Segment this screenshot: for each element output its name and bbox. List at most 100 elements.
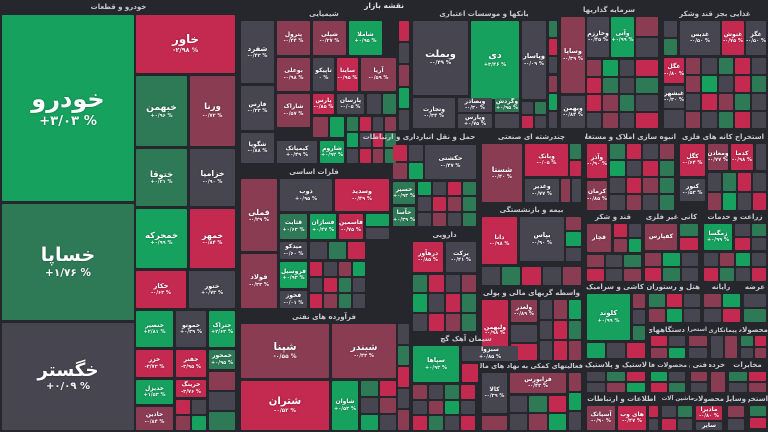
- stock-tile[interactable]: [643, 144, 658, 159]
- stock-tile[interactable]: [542, 267, 561, 285]
- stock-tile[interactable]: [587, 77, 602, 93]
- stock-tile-ختراک[interactable]: ختراک +۲/۶۳ %: [209, 311, 235, 347]
- stock-tile[interactable]: [633, 326, 645, 340]
- stock-tile[interactable]: [603, 112, 618, 128]
- stock-tile[interactable]: [549, 93, 557, 110]
- stock-tile[interactable]: [587, 60, 602, 76]
- stock-tile[interactable]: [708, 173, 721, 191]
- stock-tile-تاپیکو[interactable]: تاپیکو ۰ %: [313, 58, 334, 91]
- stock-tile[interactable]: [643, 161, 658, 176]
- stock-tile[interactable]: [643, 178, 658, 193]
- stock-tile-ولغدر[interactable]: ولغدر -۰/۸۹ %: [511, 300, 537, 322]
- stock-tile-وغدیر[interactable]: وغدیر -۰/۷۷ %: [525, 179, 559, 202]
- stock-tile-وبانک[interactable]: وبانک -۰/۰۵ %: [525, 144, 568, 176]
- stock-tile[interactable]: [587, 269, 604, 281]
- stock-tile[interactable]: [549, 39, 557, 56]
- stock-tile[interactable]: [619, 77, 634, 93]
- stock-tile[interactable]: [338, 294, 351, 308]
- stock-tile[interactable]: [445, 400, 459, 415]
- stock-tile[interactable]: [348, 242, 365, 259]
- stock-tile[interactable]: [678, 419, 692, 430]
- stock-tile[interactable]: [310, 278, 323, 292]
- stock-tile[interactable]: [413, 400, 427, 415]
- stock-tile[interactable]: [554, 300, 567, 319]
- stock-tile[interactable]: [554, 320, 567, 340]
- stock-tile-خبهمن[interactable]: خبهمن +۰/۹۶ %: [136, 76, 187, 146]
- stock-tile[interactable]: [540, 341, 553, 360]
- stock-tile[interactable]: [720, 253, 734, 266]
- stock-tile[interactable]: [664, 110, 684, 128]
- stock-tile[interactable]: [372, 149, 384, 163]
- stock-tile[interactable]: [681, 268, 698, 281]
- stock-tile[interactable]: [399, 109, 409, 130]
- stock-tile[interactable]: [662, 419, 676, 430]
- stock-tile-وبهمن[interactable]: وبهمن -۰/۸۴ %: [561, 96, 585, 128]
- stock-tile[interactable]: [603, 95, 618, 111]
- stock-tile[interactable]: [627, 343, 645, 358]
- stock-tile-شستا[interactable]: شستا -۰/۴۰ %: [482, 144, 522, 202]
- stock-tile[interactable]: [627, 372, 645, 381]
- stock-tile[interactable]: [708, 192, 721, 210]
- stock-tile[interactable]: [633, 294, 645, 308]
- stock-tile-خودرو[interactable]: خودرو +۳/۰۳ %: [2, 15, 134, 201]
- stock-tile[interactable]: [738, 192, 751, 210]
- stock-tile[interactable]: [651, 383, 667, 392]
- stock-tile[interactable]: [429, 416, 443, 430]
- stock-tile[interactable]: [659, 178, 674, 193]
- stock-tile[interactable]: [361, 381, 378, 396]
- stock-tile-شاوان[interactable]: شاوان +۰/۵۳ %: [332, 381, 358, 430]
- stock-tile[interactable]: [409, 145, 423, 161]
- stock-tile[interactable]: [664, 21, 677, 37]
- stock-tile[interactable]: [359, 117, 371, 131]
- stock-tile[interactable]: [607, 383, 625, 392]
- stock-tile-ذوب[interactable]: ذوب +۰/۹۵ %: [280, 179, 332, 211]
- stock-tile-دانا[interactable]: دانا -۰/۹۸ %: [482, 217, 517, 264]
- stock-tile[interactable]: [338, 278, 351, 292]
- stock-tile[interactable]: [659, 161, 674, 176]
- stock-tile[interactable]: [209, 392, 235, 410]
- stock-tile[interactable]: [741, 336, 753, 346]
- stock-tile[interactable]: [522, 102, 533, 114]
- stock-tile[interactable]: [681, 253, 698, 266]
- stock-tile-ورنا[interactable]: ورنا -۰/۷۲ %: [190, 76, 235, 146]
- stock-tile[interactable]: [398, 345, 409, 366]
- stock-tile[interactable]: [393, 145, 407, 161]
- stock-tile[interactable]: [725, 336, 737, 358]
- stock-tile[interactable]: [607, 372, 625, 381]
- stock-tile[interactable]: [445, 313, 460, 331]
- stock-tile-کیمیاتک[interactable]: کیمیاتک +۰/۴۹ %: [277, 141, 317, 163]
- stock-tile[interactable]: [324, 262, 337, 276]
- stock-tile-کلوند[interactable]: کلوند +۰/۹۹ %: [587, 294, 630, 340]
- stock-tile[interactable]: [338, 262, 351, 276]
- stock-tile[interactable]: [361, 398, 378, 413]
- stock-tile-میدکو[interactable]: میدکو -۰/۶۰ %: [280, 242, 307, 259]
- stock-tile[interactable]: [461, 313, 476, 331]
- stock-tile[interactable]: [587, 372, 605, 381]
- stock-tile[interactable]: [624, 269, 641, 281]
- stock-tile[interactable]: [728, 406, 744, 417]
- stock-tile-بپاس[interactable]: بپاس -۰/۹۰ %: [520, 217, 564, 261]
- stock-tile[interactable]: [549, 57, 557, 74]
- stock-tile[interactable]: [689, 348, 707, 358]
- stock-tile[interactable]: [738, 173, 751, 191]
- stock-tile[interactable]: [413, 313, 428, 331]
- stock-tile[interactable]: [502, 267, 521, 285]
- stock-tile[interactable]: [636, 60, 658, 76]
- stock-tile[interactable]: [398, 367, 409, 387]
- stock-tile[interactable]: [352, 278, 365, 292]
- stock-tile[interactable]: [624, 255, 641, 267]
- stock-tile[interactable]: [549, 111, 557, 128]
- stock-tile[interactable]: [736, 253, 750, 266]
- stock-tile[interactable]: [753, 173, 766, 191]
- stock-tile[interactable]: [636, 77, 658, 93]
- stock-tile-شفرد[interactable]: شفرد -۰/۴۳ %: [241, 21, 274, 83]
- stock-tile-ختور[interactable]: ختور +۰/۷۳ %: [189, 271, 235, 308]
- stock-tile-برکت[interactable]: برکت -۰/۴۱ %: [446, 242, 476, 272]
- stock-tile[interactable]: [619, 95, 634, 111]
- stock-tile[interactable]: [399, 43, 409, 64]
- stock-tile[interactable]: [686, 58, 701, 74]
- stock-tile[interactable]: [603, 77, 618, 93]
- stock-tile[interactable]: [735, 76, 750, 92]
- stock-tile[interactable]: [418, 182, 431, 196]
- stock-tile-فخوز[interactable]: فخوز -۰/۰۱ %: [280, 291, 307, 308]
